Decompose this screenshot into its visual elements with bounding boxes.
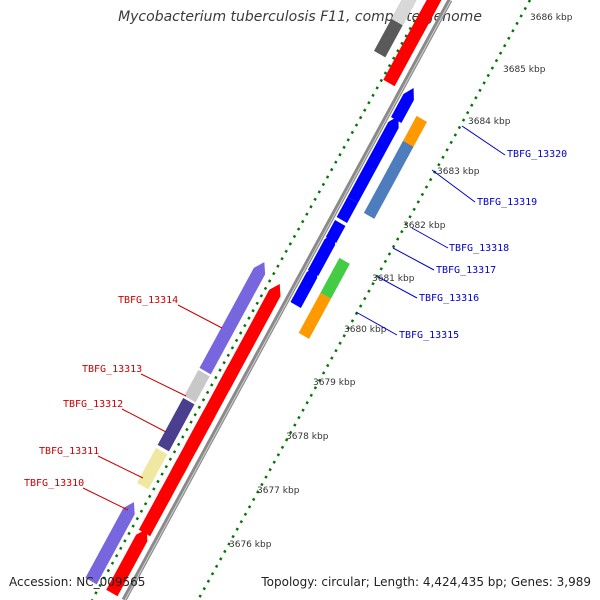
cds-arrow [298,292,331,339]
cds-arrow [106,529,148,597]
cds-arrow [336,196,358,223]
cds-arrow [184,369,210,403]
callout-line [377,276,418,299]
tick-label: 3686 kbp [530,13,573,23]
tick-label: 3681 kbp [372,274,415,284]
callout-line [140,373,187,397]
tick-label: 3678 kbp [286,432,329,442]
cds-arrow [391,0,417,26]
callout-line [355,311,398,336]
gene-label-tbfg_13310: TBFG_13310 [24,478,84,489]
gene-label-tbfg_13320: TBFG_13320 [507,149,567,160]
callout-line [411,227,449,249]
tick-label: 3685 kbp [503,65,546,75]
callout-line [121,408,167,433]
cds-arrow [307,232,336,276]
cds-arrow [217,284,281,392]
cds-arrow [363,140,414,219]
tick-label: 3677 kbp [257,486,300,496]
cds-arrow [410,0,442,37]
callout-line [431,169,476,203]
gene-label-tbfg_13314: TBFG_13314 [118,295,178,306]
callout-line [461,125,506,156]
tick-label: 3679 kbp [313,378,356,388]
cds-arrow [290,265,318,308]
gene-label-tbfg_13313: TBFG_13313 [82,364,142,375]
cds-arrow [85,502,135,585]
outer-tick-rail [90,19,417,600]
cds-arrow [390,87,414,123]
cds-arrow [320,257,350,299]
callout-line [97,455,144,479]
cds-arrow [138,484,172,537]
tick-label: 3682 kbp [403,221,446,231]
cds-arrow [137,447,168,490]
gene-label-tbfg_13316: TBFG_13316 [419,293,479,304]
gene-label-tbfg_13311: TBFG_13311 [39,446,99,457]
gene-label-tbfg_13319: TBFG_13319 [477,197,537,208]
cds-arrow [347,115,399,203]
gene-label-tbfg_13315: TBFG_13315 [399,330,459,341]
accession-text: Accession: NC_009565 [9,575,146,589]
cds-arrow [199,262,266,375]
topology-summary: Topology: circular; Length: 4,424,435 bp… [261,575,591,589]
gene-label-tbfg_13318: TBFG_13318 [449,243,509,254]
gene-label-tbfg_13312: TBFG_13312 [63,399,123,410]
cds-arrow [157,397,195,452]
cds-arrow [401,115,428,149]
tick-label: 3683 kbp [437,167,480,177]
callout-line [177,304,223,329]
genome-backbone [121,0,453,600]
gene-label-tbfg_13317: TBFG_13317 [436,265,496,276]
callout-line [82,487,129,511]
tick-label: 3676 kbp [229,540,272,550]
tick-label: 3684 kbp [468,117,511,127]
tick-label: 3680 kbp [344,325,387,335]
inner-tick-rail [196,0,532,600]
callout-line [392,247,435,271]
